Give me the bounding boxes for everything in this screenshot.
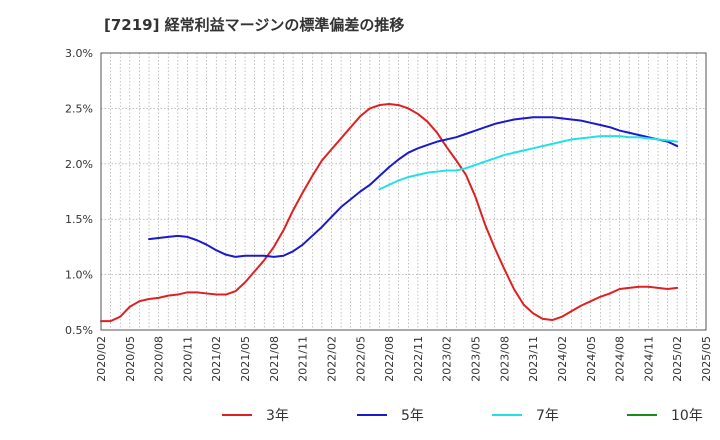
x-tick-label: 2020/02 [95,336,108,382]
x-tick-label: 2023/05 [470,336,483,382]
x-tick-label: 2022/02 [325,336,338,382]
series-line-5年 [148,116,679,258]
series-lines [100,102,679,323]
x-tick-label: 2021/11 [297,336,310,382]
series-line-3年 [100,102,679,323]
legend-label-7年: 7年 [536,408,559,424]
y-tick-label: 1.5% [65,213,93,226]
x-tick-label: 2020/08 [153,336,166,382]
y-tick-label: 2.0% [65,158,93,171]
plot-frame [100,52,707,331]
chart-title: [7219] 経常利益マージンの標準偏差の推移 [104,16,405,34]
x-tick-label: 2022/11 [412,336,425,382]
x-tick-label: 2024/11 [642,336,655,382]
y-tick-label: 2.5% [65,102,93,115]
x-tick-label: 2023/02 [441,336,454,382]
x-tick-label: 2023/08 [498,336,511,382]
x-tick-label: 2023/11 [527,336,540,382]
x-tick-label: 2020/11 [181,336,194,382]
x-tick-label: 2021/05 [239,336,252,382]
x-tick-label: 2024/02 [556,336,569,382]
x-tick-label: 2024/08 [614,336,627,382]
x-axis-ticks: 2020/02 2020/05 2020/08 2020/11 2021/02 2021/… [95,336,713,382]
y-axis-ticks: 0.5% 1.0% 1.5% 2.0% 2.5% 3.0% [65,47,93,337]
x-tick-label: 2024/05 [585,336,598,382]
x-tick-label: 2022/08 [383,336,396,382]
legend: 3年 5年 7年 10年 [222,408,703,424]
legend-label-10年: 10年 [671,408,703,424]
x-tick-label: 2022/05 [354,336,367,382]
x-tick-label: 2021/02 [210,336,223,382]
x-tick-label: 2025/02 [671,336,684,382]
series-line-7年 [378,135,679,191]
y-tick-label: 1.0% [65,269,93,282]
grid-lines [100,52,707,331]
x-tick-label: 2025/05 [700,336,713,382]
y-tick-label: 0.5% [65,324,93,337]
legend-label-3年: 3年 [266,408,289,424]
y-tick-label: 3.0% [65,47,93,60]
x-tick-label: 2020/05 [124,336,137,382]
legend-label-5年: 5年 [401,408,424,424]
x-tick-label: 2021/08 [268,336,281,382]
